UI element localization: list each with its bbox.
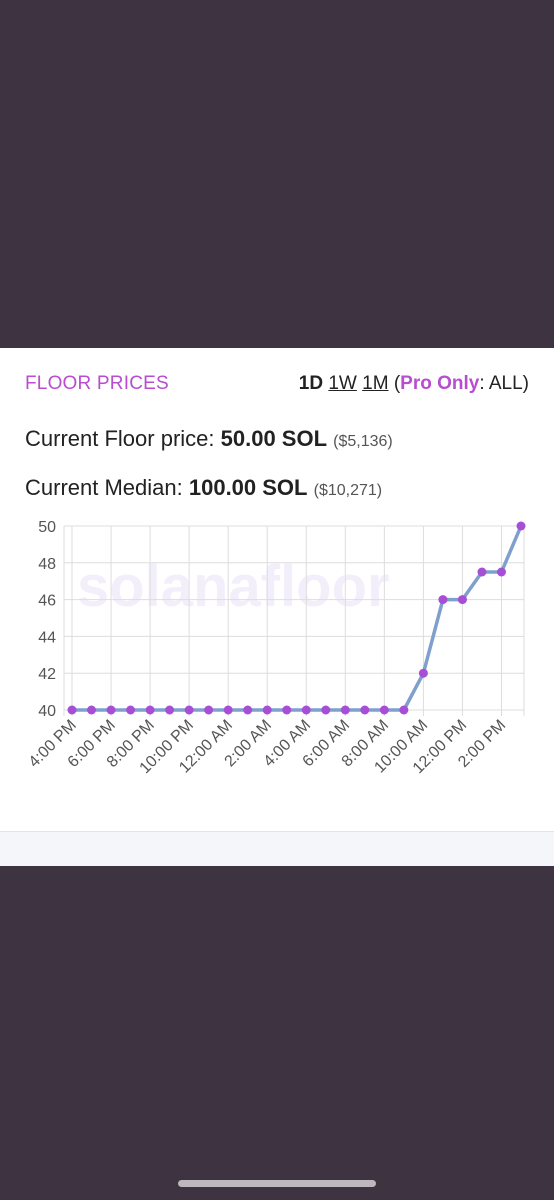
- y-tick-label: 40: [38, 703, 56, 720]
- data-point: [106, 705, 116, 715]
- y-tick-label: 42: [38, 666, 56, 683]
- data-point: [477, 567, 487, 577]
- data-point: [399, 705, 409, 715]
- range-1d-button[interactable]: 1D: [298, 373, 324, 394]
- data-point: [379, 705, 389, 715]
- current-floor-stat: Current Floor price: 50.00 SOL ($5,136): [25, 426, 393, 452]
- data-point: [438, 595, 448, 605]
- data-point: [145, 705, 155, 715]
- data-point: [496, 567, 506, 577]
- card-footer: [0, 831, 554, 866]
- data-point: [204, 705, 214, 715]
- data-point: [418, 668, 428, 678]
- range-1w-button[interactable]: 1W: [328, 373, 357, 394]
- current-median-stat: Current Median: 100.00 SOL ($10,271): [25, 475, 382, 501]
- floor-usd: ($5,136): [333, 433, 393, 450]
- data-point: [223, 705, 233, 715]
- watermark-text: solanafloor: [77, 554, 390, 619]
- pro-open-paren: (: [393, 373, 401, 394]
- range-1m-button[interactable]: 1M: [362, 373, 389, 394]
- range-all-label: : ALL): [479, 373, 529, 394]
- data-point: [243, 705, 253, 715]
- data-point: [184, 705, 194, 715]
- floor-label: Current Floor price:: [25, 426, 221, 451]
- data-point: [321, 705, 331, 715]
- section-title: FLOOR PRICES: [25, 373, 169, 394]
- floor-prices-card: FLOOR PRICES 1D 1W 1M (Pro Only: ALL) Cu…: [0, 348, 554, 866]
- median-value: 100.00 SOL: [188, 475, 308, 500]
- data-point: [165, 705, 175, 715]
- data-point: [457, 595, 467, 605]
- y-tick-label: 46: [38, 593, 56, 610]
- home-indicator[interactable]: [178, 1180, 376, 1187]
- data-point: [301, 705, 311, 715]
- median-label: Current Median:: [25, 475, 189, 500]
- data-point: [262, 705, 272, 715]
- data-point: [87, 705, 97, 715]
- data-point: [340, 705, 350, 715]
- median-usd: ($10,271): [313, 482, 383, 499]
- data-point: [360, 705, 370, 715]
- data-point: [516, 521, 526, 531]
- range-selector: 1D 1W 1M (Pro Only: ALL): [299, 373, 529, 395]
- data-point: [282, 705, 292, 715]
- y-tick-label: 50: [38, 519, 56, 536]
- floor-value: 50.00 SOL: [220, 426, 328, 451]
- data-point: [67, 705, 77, 715]
- data-point: [126, 705, 136, 715]
- y-tick-label: 48: [38, 556, 56, 573]
- pro-only-label[interactable]: Pro Only: [400, 373, 480, 394]
- y-tick-label: 44: [38, 629, 56, 646]
